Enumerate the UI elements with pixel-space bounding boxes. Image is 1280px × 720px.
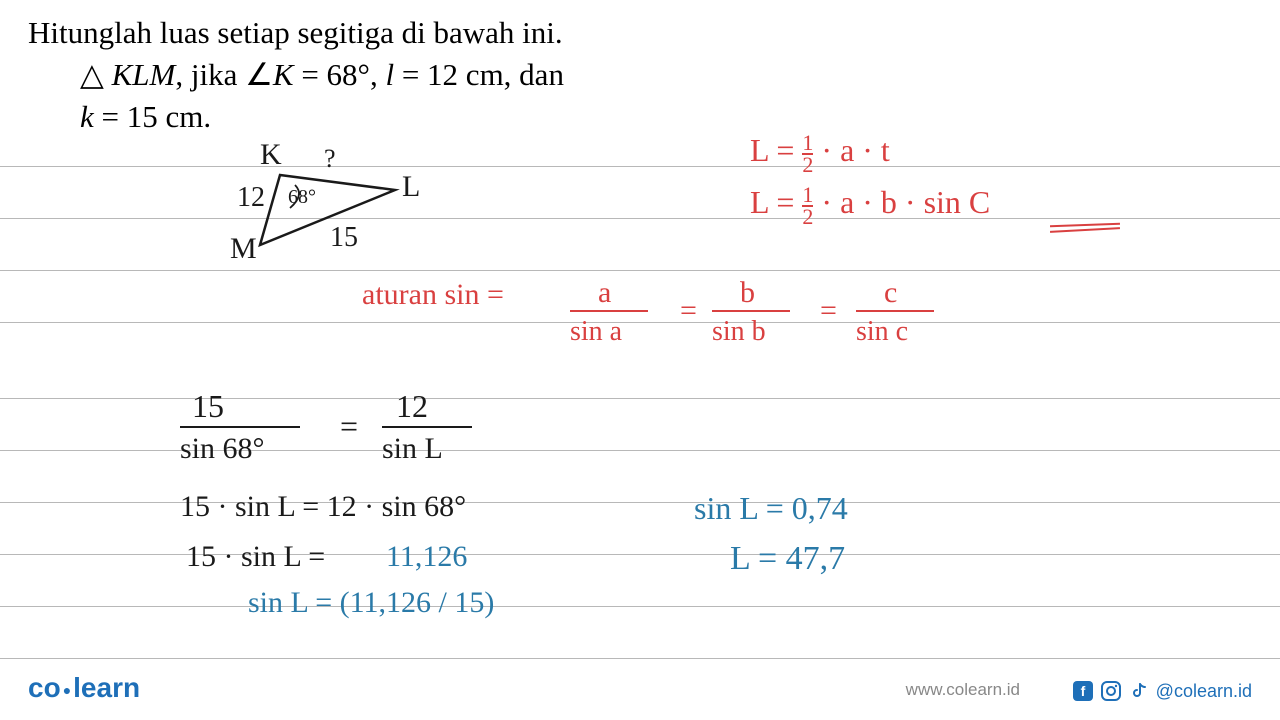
work-step2: 15 · sin L = 12 · sin 68° (180, 490, 466, 524)
sine-rule-c-line (856, 310, 934, 312)
triangle-label-k: K (260, 138, 282, 172)
formula-area-1: L = 12 · a · t (750, 132, 890, 174)
formula-underline (1050, 224, 1120, 232)
result-l: L = 47,7 (730, 540, 845, 578)
sine-rule-eq2: = (820, 294, 837, 328)
triangle-angle: 68° (288, 186, 316, 209)
logo-dot: ● (63, 682, 71, 698)
prop-line-2 (382, 426, 472, 428)
sine-rule-sinc: sin c (856, 316, 908, 348)
triangle-side-15: 15 (330, 222, 358, 254)
sine-rule-b: b (740, 276, 755, 310)
logo-learn: learn (73, 672, 140, 703)
question-line1: Hitunglah luas setiap segitiga di bawah … (28, 12, 564, 54)
question-text: Hitunglah luas setiap segitiga di bawah … (28, 12, 564, 138)
footer-handle: @colearn.id (1156, 681, 1252, 702)
prop-eq: = (340, 408, 358, 445)
sine-rule-b-line (712, 310, 790, 312)
footer: co●learn www.colearn.id f @colearn.id (0, 672, 1280, 708)
triangle-side-12: 12 (237, 182, 265, 214)
triangle-qmark: ? (324, 144, 336, 174)
sine-rule-label: aturan sin = (362, 278, 504, 312)
tiktok-icon (1128, 680, 1150, 702)
formula-area-2: L = 12 · a · b · sin C (750, 184, 990, 226)
prop-top-12: 12 (396, 388, 428, 425)
sine-rule-a: a (598, 276, 611, 310)
sine-rule-c: c (884, 276, 897, 310)
triangle-label-l: L (402, 170, 420, 204)
triangle-label-m: M (230, 232, 257, 266)
question-line3: k = 15 cm. (80, 96, 564, 138)
facebook-icon: f (1072, 680, 1094, 702)
prop-bot-sinl: sin L (382, 432, 443, 466)
brand-logo: co●learn (28, 672, 140, 704)
question-line2: △ KLM, jika ∠K = 68°, l = 12 cm, dan (80, 54, 564, 96)
work-step3b: 11,126 (386, 540, 467, 574)
sine-rule-eq1: = (680, 294, 697, 328)
instagram-icon (1100, 680, 1122, 702)
logo-co: co (28, 672, 61, 703)
sine-rule-a-line (570, 310, 648, 312)
result-sinl: sin L = 0,74 (694, 490, 848, 527)
prop-line-1 (180, 426, 300, 428)
svg-text:f: f (1080, 683, 1085, 699)
prop-bot-sin68: sin 68° (180, 432, 265, 466)
sine-rule-sinb: sin b (712, 316, 766, 348)
work-step4: sin L = (11,126 / 15) (248, 586, 494, 620)
sine-rule-sina: sin a (570, 316, 622, 348)
footer-social: f @colearn.id (1072, 680, 1252, 702)
work-step3a: 15 · sin L = (186, 540, 325, 574)
prop-top-15: 15 (192, 388, 224, 425)
footer-url: www.colearn.id (906, 680, 1020, 700)
